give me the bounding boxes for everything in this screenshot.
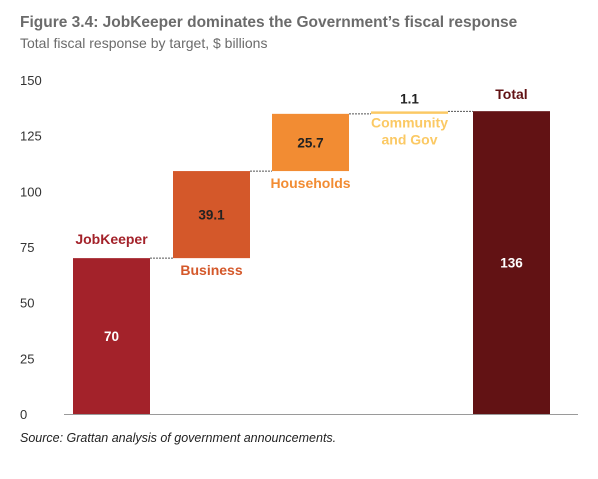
category-label: Community: [371, 114, 448, 130]
data-label: 136: [500, 256, 523, 271]
category-label: Business: [180, 262, 242, 278]
bar: [73, 258, 150, 414]
chart-subtitle: Total fiscal response by target, $ billi…: [20, 35, 268, 51]
data-label: 70: [104, 329, 119, 344]
category-label: and Gov: [381, 131, 437, 147]
bar: [272, 113, 349, 172]
y-tick-label: 75: [20, 240, 34, 255]
data-label: 1.1: [400, 91, 419, 106]
bar: [173, 171, 250, 259]
y-tick-label: 0: [20, 407, 27, 422]
y-tick-label: 25: [20, 351, 34, 366]
y-tick-label: 150: [20, 73, 42, 88]
data-label: 25.7: [297, 135, 323, 150]
bar: [473, 111, 550, 414]
y-tick-label: 50: [20, 296, 34, 311]
y-tick-label: 125: [20, 129, 42, 144]
data-label: 39.1: [198, 208, 225, 223]
y-tick-label: 100: [20, 184, 42, 199]
category-label: JobKeeper: [75, 231, 148, 247]
chart-source-note: Source: Grattan analysis of government a…: [20, 431, 337, 445]
category-label: Households: [270, 175, 350, 191]
category-label: Total: [495, 86, 527, 102]
chart-title: Figure 3.4: JobKeeper dominates the Gove…: [20, 14, 518, 31]
bar: [371, 111, 448, 114]
